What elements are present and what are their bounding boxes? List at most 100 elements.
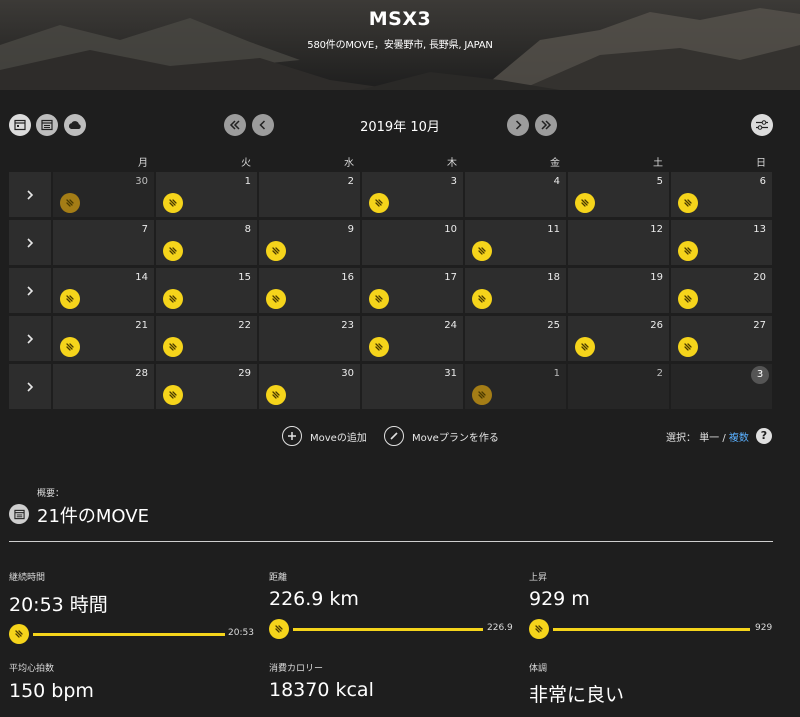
calendar-day-cell[interactable]: 8 bbox=[156, 220, 257, 265]
stat-condition-value: 非常に良い bbox=[529, 684, 625, 706]
chevron-left-icon[interactable] bbox=[252, 114, 274, 136]
calendar-day-cell[interactable]: 31 bbox=[362, 364, 463, 409]
select-single[interactable]: 単一 bbox=[699, 433, 720, 444]
activity-icon[interactable] bbox=[266, 241, 286, 261]
activity-icon[interactable] bbox=[472, 241, 492, 261]
calendar-day-cell[interactable]: 9 bbox=[259, 220, 360, 265]
activity-icon[interactable] bbox=[472, 289, 492, 309]
calendar-list-icon bbox=[9, 504, 29, 524]
chevron-right-icon[interactable] bbox=[507, 114, 529, 136]
day-number: 5 bbox=[656, 176, 663, 187]
calendar-day-cell[interactable]: 3 bbox=[362, 172, 463, 217]
mountain-background bbox=[0, 8, 800, 90]
day-number: 1 bbox=[553, 368, 560, 379]
activity-icon[interactable] bbox=[163, 337, 183, 357]
double-chevron-right-icon[interactable] bbox=[535, 114, 557, 136]
activity-icon bbox=[9, 624, 29, 644]
calendar-day-cell[interactable]: 7 bbox=[53, 220, 154, 265]
calendar-day-cell[interactable]: 11 bbox=[465, 220, 566, 265]
calendar-day-cell[interactable]: 1 bbox=[465, 364, 566, 409]
help-icon[interactable]: ? bbox=[756, 428, 772, 444]
week-expand-button[interactable] bbox=[9, 268, 51, 313]
calendar-day-cell[interactable]: 23 bbox=[259, 316, 360, 361]
stat-calories-label: 消費カロリー bbox=[269, 664, 324, 674]
calendar-day-cell[interactable]: 21 bbox=[53, 316, 154, 361]
activity-icon[interactable] bbox=[163, 385, 183, 405]
calendar-day-cell[interactable]: 29 bbox=[156, 364, 257, 409]
calendar-day-cell[interactable]: 22 bbox=[156, 316, 257, 361]
activity-icon[interactable] bbox=[472, 385, 492, 405]
calendar-day-cell[interactable]: 24 bbox=[362, 316, 463, 361]
calendar-day-cell[interactable]: 28 bbox=[53, 364, 154, 409]
day-number: 14 bbox=[135, 272, 148, 283]
plus-icon bbox=[282, 426, 302, 446]
calendar-day-cell[interactable]: 1 bbox=[156, 172, 257, 217]
activity-icon[interactable] bbox=[678, 337, 698, 357]
activity-icon[interactable] bbox=[60, 289, 80, 309]
activity-icon[interactable] bbox=[369, 337, 389, 357]
day-number: 1 bbox=[244, 176, 251, 187]
calendar-day-cell[interactable]: 15 bbox=[156, 268, 257, 313]
day-number: 19 bbox=[650, 272, 663, 283]
calendar-day-cell[interactable]: 26 bbox=[568, 316, 669, 361]
day-number: 29 bbox=[238, 368, 251, 379]
calendar-day-cell[interactable]: 10 bbox=[362, 220, 463, 265]
day-number: 2 bbox=[347, 176, 354, 187]
day-number: 26 bbox=[650, 320, 663, 331]
day-number: 2 bbox=[656, 368, 663, 379]
bar-label: 226.9 bbox=[487, 623, 513, 633]
activity-icon[interactable] bbox=[60, 337, 80, 357]
calendar-day-cell[interactable]: 27 bbox=[671, 316, 772, 361]
day-number: 16 bbox=[341, 272, 354, 283]
activity-icon[interactable] bbox=[163, 241, 183, 261]
calendar-day-cell[interactable]: 12 bbox=[568, 220, 669, 265]
activity-icon[interactable] bbox=[369, 289, 389, 309]
calendar-day-cell[interactable]: 4 bbox=[465, 172, 566, 217]
activity-icon[interactable] bbox=[266, 385, 286, 405]
calendar-day-cell[interactable]: 20 bbox=[671, 268, 772, 313]
activity-icon[interactable] bbox=[575, 337, 595, 357]
calendar-day-cell[interactable]: 6 bbox=[671, 172, 772, 217]
activity-icon[interactable] bbox=[163, 193, 183, 213]
plan-move-button[interactable]: Moveプランを作る bbox=[384, 425, 499, 447]
week-expand-button[interactable] bbox=[9, 172, 51, 217]
calendar-day-cell[interactable]: 30 bbox=[53, 172, 154, 217]
calendar-day-cell[interactable]: 19 bbox=[568, 268, 669, 313]
day-number: 18 bbox=[547, 272, 560, 283]
calendar-day-cell[interactable]: 3 bbox=[671, 364, 772, 409]
calendar-day-cell[interactable]: 30 bbox=[259, 364, 360, 409]
double-chevron-left-icon[interactable] bbox=[224, 114, 246, 136]
week-expand-button[interactable] bbox=[9, 316, 51, 361]
activity-icon[interactable] bbox=[678, 241, 698, 261]
activity-icon[interactable] bbox=[60, 193, 80, 213]
activity-icon[interactable] bbox=[266, 289, 286, 309]
calendar-day-cell[interactable]: 16 bbox=[259, 268, 360, 313]
calendar-day-cell[interactable]: 25 bbox=[465, 316, 566, 361]
calendar-day-cell[interactable]: 14 bbox=[53, 268, 154, 313]
calendar-day-cell[interactable]: 2 bbox=[568, 364, 669, 409]
filter-settings-icon[interactable] bbox=[751, 114, 773, 136]
activity-icon[interactable] bbox=[163, 289, 183, 309]
stat-duration-value: 20:53 時間 bbox=[9, 594, 108, 616]
calendar-day-cell[interactable]: 2 bbox=[259, 172, 360, 217]
calendar-day-cell[interactable]: 17 bbox=[362, 268, 463, 313]
activity-icon[interactable] bbox=[678, 289, 698, 309]
weekday-header: 日 bbox=[756, 158, 766, 169]
calendar-toolbar: 2019年 10月 bbox=[0, 112, 800, 138]
select-multiple-link[interactable]: 複数 bbox=[728, 433, 749, 444]
stat-duration-label: 継続時間 bbox=[9, 573, 46, 583]
calendar-day-cell[interactable]: 13 bbox=[671, 220, 772, 265]
week-expand-button[interactable] bbox=[9, 364, 51, 409]
cloud-icon[interactable] bbox=[64, 114, 86, 136]
summary-title: 21件のMOVE bbox=[37, 506, 149, 527]
activity-icon[interactable] bbox=[678, 193, 698, 213]
activity-icon[interactable] bbox=[575, 193, 595, 213]
week-expand-button[interactable] bbox=[9, 220, 51, 265]
calendar-day-cell[interactable]: 5 bbox=[568, 172, 669, 217]
calendar-list-icon[interactable] bbox=[36, 114, 58, 136]
add-move-button[interactable]: Moveの追加 bbox=[282, 425, 367, 447]
activity-icon[interactable] bbox=[369, 193, 389, 213]
day-number: 20 bbox=[753, 272, 766, 283]
calendar-month-icon[interactable] bbox=[9, 114, 31, 136]
calendar-day-cell[interactable]: 18 bbox=[465, 268, 566, 313]
